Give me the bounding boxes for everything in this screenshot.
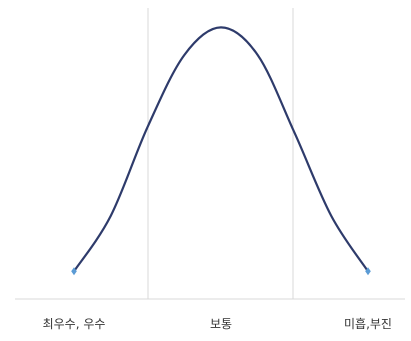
x-tick-label-3: 미흡,부진 xyxy=(344,317,392,331)
x-tick-labels: 최우수, 우수 보통 미흡,부진 xyxy=(43,317,392,331)
x-tick-label-1: 최우수, 우수 xyxy=(43,317,106,331)
x-tick-label-2: 보통 xyxy=(210,317,232,331)
gridlines xyxy=(147,8,294,299)
start-marker xyxy=(71,267,77,276)
end-marker xyxy=(365,267,371,276)
endpoint-markers xyxy=(71,267,371,276)
series-line xyxy=(72,26,370,273)
